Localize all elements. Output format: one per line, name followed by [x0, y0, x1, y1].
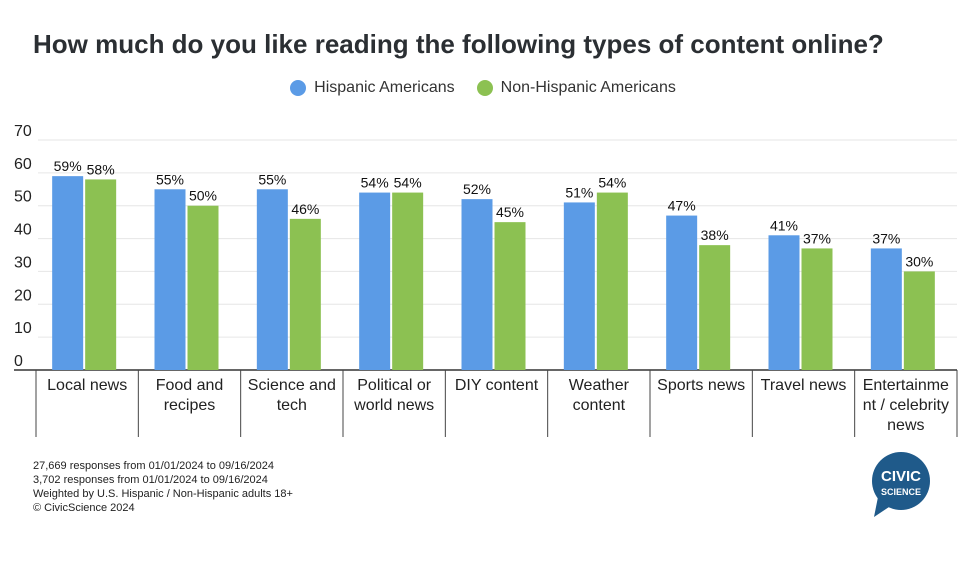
bar-hispanic: [154, 189, 186, 370]
bar-hispanic: [461, 199, 493, 370]
y-tick-label: 10: [14, 320, 32, 337]
bar-non-hispanic: [187, 205, 219, 370]
data-label: 55%: [156, 171, 184, 187]
data-label: 50%: [189, 188, 217, 204]
bar-non-hispanic: [392, 192, 424, 370]
data-label: 54%: [394, 175, 422, 191]
logo-circle: [872, 452, 930, 510]
x-tick-label: Travel news: [761, 377, 847, 394]
data-label: 37%: [872, 230, 900, 246]
data-label: 38%: [701, 227, 729, 243]
y-tick-label: 30: [14, 254, 32, 271]
y-tick-label: 20: [14, 287, 32, 304]
x-tick-label: Local news: [47, 377, 127, 394]
bar-hispanic: [870, 248, 902, 370]
x-tick-label: Sports news: [657, 377, 745, 394]
footnote-responses-2: 3,702 responses from 01/01/2024 to 09/16…: [33, 474, 268, 486]
chart-title: How much do you like reading the followi…: [33, 29, 884, 59]
x-tick-label: DIY content: [455, 377, 539, 394]
bar-hispanic: [52, 176, 84, 370]
civicscience-logo: CIVIC SCIENCE: [872, 452, 930, 517]
footnotes: 27,669 responses from 01/01/2024 to 09/1…: [33, 459, 293, 515]
bar-hispanic: [359, 192, 391, 370]
data-label: 45%: [496, 204, 524, 220]
bar-hispanic: [768, 235, 800, 370]
bar-non-hispanic: [903, 271, 935, 370]
data-label: 47%: [668, 198, 696, 214]
x-tick-label: Political or: [357, 377, 431, 394]
data-label: 58%: [87, 161, 115, 177]
data-label: 51%: [565, 184, 593, 200]
y-tick-label: 60: [14, 156, 32, 173]
y-tick-label: 50: [14, 189, 32, 206]
data-label: 55%: [258, 171, 286, 187]
x-tick-label: nt / celebrity: [863, 397, 949, 414]
legend-item-non-hispanic[interactable]: Non-Hispanic Americans: [476, 79, 676, 97]
legend-swatch-non-hispanic: [476, 80, 493, 96]
logo-text-civic: CIVIC: [881, 468, 921, 485]
data-label: 54%: [598, 175, 626, 191]
data-label: 46%: [291, 201, 319, 217]
footnote-responses-1: 27,669 responses from 01/01/2024 to 09/1…: [33, 460, 274, 472]
x-tick-label: Science and: [248, 377, 336, 394]
bar-non-hispanic: [801, 248, 833, 370]
bar-hispanic: [563, 202, 595, 370]
legend-swatch-hispanic: [290, 80, 307, 96]
legend-item-hispanic[interactable]: Hispanic Americans: [290, 79, 455, 97]
data-label: 54%: [361, 175, 389, 191]
bar-non-hispanic: [289, 218, 321, 370]
data-label: 52%: [463, 181, 491, 197]
data-label: 37%: [803, 230, 831, 246]
legend-label-non-hispanic: Non-Hispanic Americans: [500, 79, 676, 96]
footnote-copyright: © CivicScience 2024: [33, 502, 135, 514]
footnote-weighting: Weighted by U.S. Hispanic / Non-Hispanic…: [33, 488, 293, 500]
x-tick-label: news: [887, 417, 924, 434]
x-tick-label: content: [573, 397, 626, 414]
x-tick-label: Entertainme: [863, 377, 949, 394]
y-tick-label: 70: [14, 123, 32, 140]
data-label: 30%: [905, 253, 933, 269]
bar-non-hispanic: [699, 245, 731, 370]
x-tick-label: Weather: [569, 377, 630, 394]
logo-tail: [874, 497, 892, 517]
data-label: 59%: [54, 158, 82, 174]
bar-hispanic: [666, 215, 698, 370]
bar-hispanic: [256, 189, 288, 370]
y-tick-label: 0: [14, 353, 23, 370]
x-tick-label: recipes: [164, 397, 216, 414]
x-tick-label: Food and: [156, 377, 224, 394]
bar-non-hispanic: [494, 222, 526, 370]
legend-label-hispanic: Hispanic Americans: [314, 79, 455, 96]
chart-legend: Hispanic Americans Non-Hispanic American…: [0, 79, 966, 97]
logo-text-science: SCIENCE: [881, 487, 921, 497]
x-tick-label: world news: [353, 397, 434, 414]
bar-non-hispanic: [85, 179, 117, 370]
x-tick-label: tech: [277, 397, 307, 414]
y-tick-label: 40: [14, 222, 32, 239]
bar-non-hispanic: [596, 192, 628, 370]
data-label: 41%: [770, 217, 798, 233]
